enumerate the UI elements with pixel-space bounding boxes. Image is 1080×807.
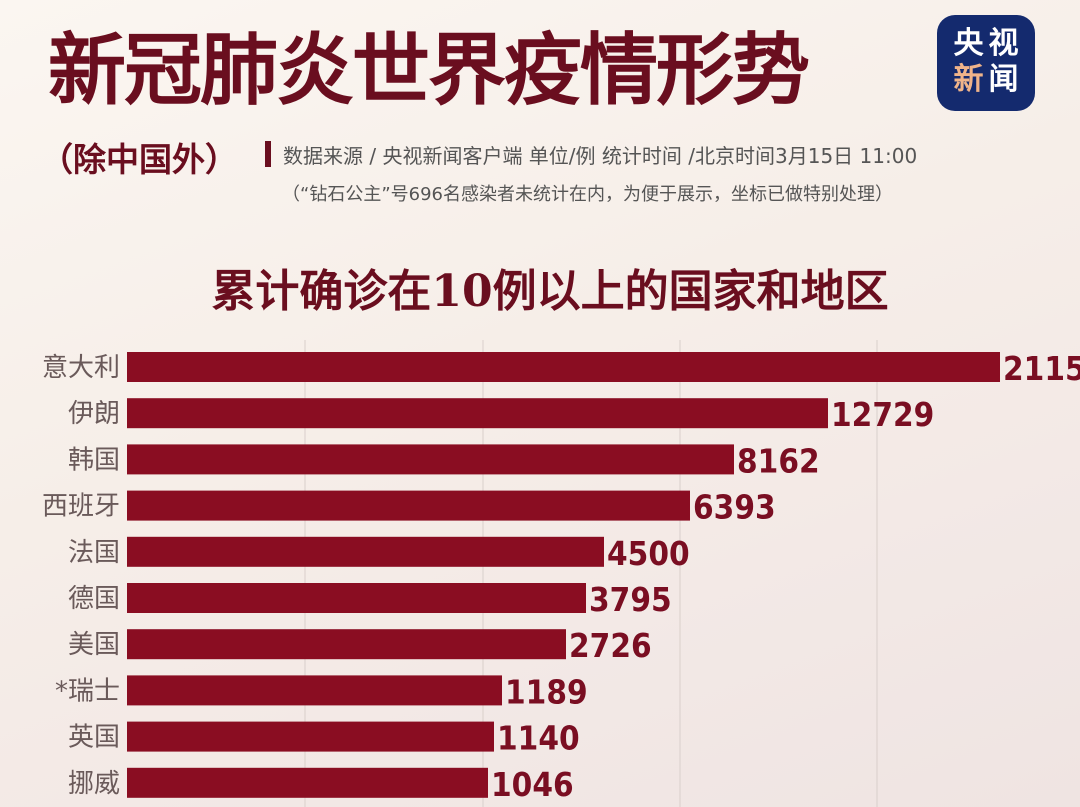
category-label: 韩国 xyxy=(68,445,120,475)
category-label: 伊朗 xyxy=(68,399,120,429)
bar xyxy=(127,536,604,567)
category-label: 挪威 xyxy=(68,769,120,799)
separator xyxy=(265,141,271,167)
bar xyxy=(127,583,586,613)
category-label: 美国 xyxy=(68,630,120,660)
logo-char: 央 xyxy=(953,26,984,61)
category-label: 德国 xyxy=(68,584,120,614)
bar xyxy=(127,721,494,752)
subtitle: （除中国外） xyxy=(40,140,238,179)
bar-chart: 意大利 21157 伊朗 12729 韩国 8162 西班牙 6393 法国 4500 德国 3795… xyxy=(42,340,1080,807)
value-label: 1140 xyxy=(497,719,580,758)
logo-char: 新 xyxy=(953,62,984,97)
value-label: 12729 xyxy=(831,395,934,434)
cctv-news-logo: 央 视 新 闻 xyxy=(937,15,1035,111)
logo-char: 闻 xyxy=(988,62,1019,97)
category-label: 西班牙 xyxy=(42,492,120,522)
source-line: 数据来源 / 央视新闻客户端 单位/例 统计时间 /北京时间3月15日 11:0… xyxy=(283,144,918,168)
value-label: 1189 xyxy=(505,672,588,711)
bar xyxy=(127,490,690,521)
bar xyxy=(127,444,734,475)
category-label: 法国 xyxy=(68,538,120,568)
page-title: 新冠肺炎世界疫情形势 xyxy=(48,25,810,116)
bar xyxy=(127,352,1000,382)
category-label: *瑞士 xyxy=(55,676,120,706)
bar xyxy=(127,629,566,660)
value-label: 8162 xyxy=(737,441,820,480)
value-label: 21157 xyxy=(1003,349,1080,388)
category-label: 英国 xyxy=(68,723,120,753)
note: （“钻石公主”号696名感染者未统计在内，为便于展示，坐标已做特别处理） xyxy=(282,184,894,205)
value-label: 3795 xyxy=(589,580,672,619)
value-label: 6393 xyxy=(693,488,776,527)
chart-title: 累计确诊在10例以上的国家和地区 xyxy=(211,266,889,317)
value-label: 4500 xyxy=(607,534,690,573)
value-label: 1046 xyxy=(491,765,574,804)
value-label: 2726 xyxy=(569,626,652,665)
category-label: 意大利 xyxy=(42,353,120,383)
bar xyxy=(127,767,488,798)
logo-char: 视 xyxy=(988,26,1019,61)
bar xyxy=(127,398,828,429)
bar xyxy=(127,675,502,706)
